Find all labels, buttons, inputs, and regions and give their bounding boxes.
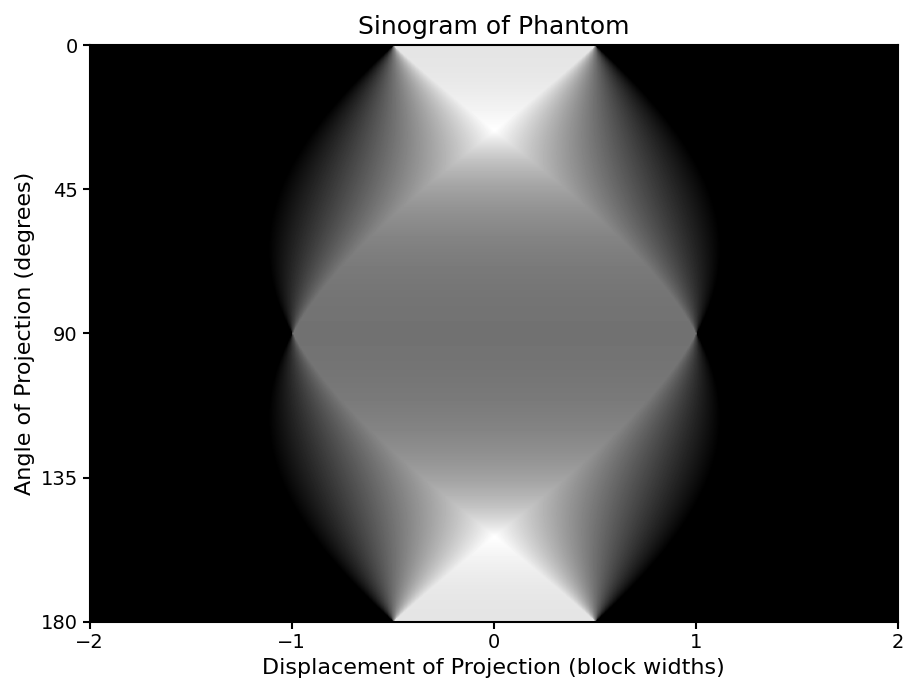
Title: Sinogram of Phantom: Sinogram of Phantom [358,15,630,39]
Y-axis label: Angle of Projection (degrees): Angle of Projection (degrees) [15,172,35,495]
X-axis label: Displacement of Projection (block widths): Displacement of Projection (block widths… [262,658,725,678]
